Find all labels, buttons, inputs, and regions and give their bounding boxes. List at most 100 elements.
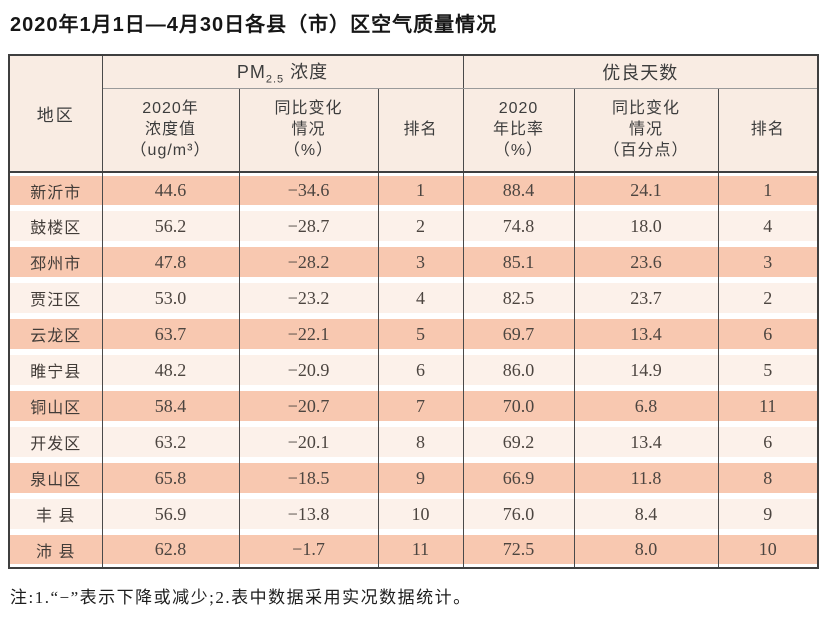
cell-gd_rank: 5	[717, 352, 819, 388]
cell-gd_rank: 3	[717, 244, 819, 280]
header-pm-rank: 排名	[377, 88, 464, 173]
cell-gd_rank: 1	[717, 172, 819, 208]
cell-region: 云龙区	[8, 316, 103, 352]
table-row: 沛 县 62.8 −1.7 11 72.5 8.0 10	[8, 532, 819, 568]
cell-gd_ratio: 69.7	[462, 316, 575, 352]
cell-pm_rank: 6	[377, 352, 464, 388]
cell-pm_rank: 4	[377, 280, 464, 316]
cell-gd_rank: 10	[717, 532, 819, 568]
table-row: 睢宁县 48.2 −20.9 6 86.0 14.9 5	[8, 352, 819, 388]
cell-gd_rank: 6	[717, 316, 819, 352]
pm-group-label: PM	[236, 61, 266, 82]
cell-pm_value: 56.9	[101, 496, 240, 532]
header-good-days-group: 优良天数	[462, 55, 819, 89]
cell-gd_change: 11.8	[573, 460, 719, 496]
cell-region: 丰 县	[8, 496, 103, 532]
cell-gd_change: 23.6	[573, 244, 719, 280]
pm-group-label-suffix: 浓度	[284, 61, 329, 82]
cell-region: 新沂市	[8, 172, 103, 208]
table-header: 地区 PM2.5 浓度 优良天数 2020年 浓度值 （ug/m³） 同比变化 …	[8, 55, 819, 173]
pm-group-subscript: 2.5	[265, 73, 285, 86]
table-row: 云龙区 63.7 −22.1 5 69.7 13.4 6	[8, 316, 819, 352]
cell-gd_rank: 6	[717, 424, 819, 460]
air-quality-table: 地区 PM2.5 浓度 优良天数 2020年 浓度值 （ug/m³） 同比变化 …	[8, 54, 820, 569]
cell-pm_value: 53.0	[101, 280, 240, 316]
cell-pm_rank: 5	[377, 316, 464, 352]
cell-gd_change: 14.9	[573, 352, 719, 388]
cell-gd_change: 13.4	[573, 316, 719, 352]
cell-gd_ratio: 85.1	[462, 244, 575, 280]
cell-gd_ratio: 88.4	[462, 172, 575, 208]
cell-pm_change: −1.7	[238, 532, 379, 568]
cell-pm_change: −28.7	[238, 208, 379, 244]
cell-gd_rank: 8	[717, 460, 819, 496]
cell-gd_rank: 9	[717, 496, 819, 532]
header-pm-change: 同比变化 情况 （%）	[238, 88, 379, 173]
header-sub-row: 2020年 浓度值 （ug/m³） 同比变化 情况 （%） 排名 2020 年比…	[9, 88, 819, 173]
cell-pm_change: −28.2	[238, 244, 379, 280]
cell-region: 泉山区	[8, 460, 103, 496]
cell-gd_change: 8.0	[573, 532, 719, 568]
cell-gd_ratio: 72.5	[462, 532, 575, 568]
cell-region: 贾汪区	[8, 280, 103, 316]
cell-pm_change: −34.6	[238, 172, 379, 208]
cell-pm_rank: 10	[377, 496, 464, 532]
cell-gd_ratio: 76.0	[462, 496, 575, 532]
cell-gd_ratio: 82.5	[462, 280, 575, 316]
header-pm-group: PM2.5 浓度	[101, 55, 464, 89]
table-row: 开发区 63.2 −20.1 8 69.2 13.4 6	[8, 424, 819, 460]
cell-pm_change: −20.9	[238, 352, 379, 388]
table-row: 丰 县 56.9 −13.8 10 76.0 8.4 9	[8, 496, 819, 532]
cell-region: 睢宁县	[8, 352, 103, 388]
cell-pm_value: 47.8	[101, 244, 240, 280]
cell-gd_change: 18.0	[573, 208, 719, 244]
cell-gd_change: 8.4	[573, 496, 719, 532]
page-title: 2020年1月1日—4月30日各县（市）区空气质量情况	[10, 14, 498, 36]
cell-gd_change: 24.1	[573, 172, 719, 208]
cell-gd_ratio: 74.8	[462, 208, 575, 244]
cell-pm_rank: 3	[377, 244, 464, 280]
cell-pm_change: −13.8	[238, 496, 379, 532]
cell-gd_ratio: 70.0	[462, 388, 575, 424]
cell-region: 沛 县	[8, 532, 103, 568]
table-body: 新沂市 44.6 −34.6 1 88.4 24.1 1 鼓楼区 56.2 −28.7 2 74.8 1…	[8, 172, 819, 568]
table-row: 贾汪区 53.0 −23.2 4 82.5 23.7 2	[8, 280, 819, 316]
cell-gd_ratio: 69.2	[462, 424, 575, 460]
table-row: 泉山区 65.8 −18.5 9 66.9 11.8 8	[8, 460, 819, 496]
cell-pm_value: 48.2	[101, 352, 240, 388]
cell-pm_rank: 8	[377, 424, 464, 460]
header-gd-change: 同比变化 情况 （百分点）	[573, 88, 719, 173]
cell-region: 开发区	[8, 424, 103, 460]
table-row: 铜山区 58.4 −20.7 7 70.0 6.8 11	[8, 388, 819, 424]
cell-region: 邳州市	[8, 244, 103, 280]
cell-pm_value: 56.2	[101, 208, 240, 244]
cell-gd_rank: 2	[717, 280, 819, 316]
cell-gd_change: 13.4	[573, 424, 719, 460]
cell-pm_rank: 7	[377, 388, 464, 424]
cell-pm_value: 63.2	[101, 424, 240, 460]
cell-gd_ratio: 86.0	[462, 352, 575, 388]
cell-pm_value: 62.8	[101, 532, 240, 568]
cell-pm_rank: 11	[377, 532, 464, 568]
cell-pm_change: −20.7	[238, 388, 379, 424]
header-group-row: 地区 PM2.5 浓度 优良天数	[8, 55, 819, 173]
header-pm-value: 2020年 浓度值 （ug/m³）	[101, 88, 240, 173]
table-row: 新沂市 44.6 −34.6 1 88.4 24.1 1	[8, 172, 819, 208]
table-row: 鼓楼区 56.2 −28.7 2 74.8 18.0 4	[8, 208, 819, 244]
cell-pm_rank: 1	[377, 172, 464, 208]
header-gd-ratio: 2020 年比率 （%）	[462, 88, 575, 173]
cell-pm_change: −23.2	[238, 280, 379, 316]
cell-gd_ratio: 66.9	[462, 460, 575, 496]
cell-gd_rank: 11	[717, 388, 819, 424]
cell-pm_value: 44.6	[101, 172, 240, 208]
cell-pm_value: 63.7	[101, 316, 240, 352]
cell-pm_change: −22.1	[238, 316, 379, 352]
header-gd-rank: 排名	[717, 88, 819, 173]
cell-region: 鼓楼区	[8, 208, 103, 244]
cell-gd_change: 23.7	[573, 280, 719, 316]
cell-pm_rank: 9	[377, 460, 464, 496]
cell-gd_change: 6.8	[573, 388, 719, 424]
cell-gd_rank: 4	[717, 208, 819, 244]
header-region: 地区	[8, 55, 103, 173]
